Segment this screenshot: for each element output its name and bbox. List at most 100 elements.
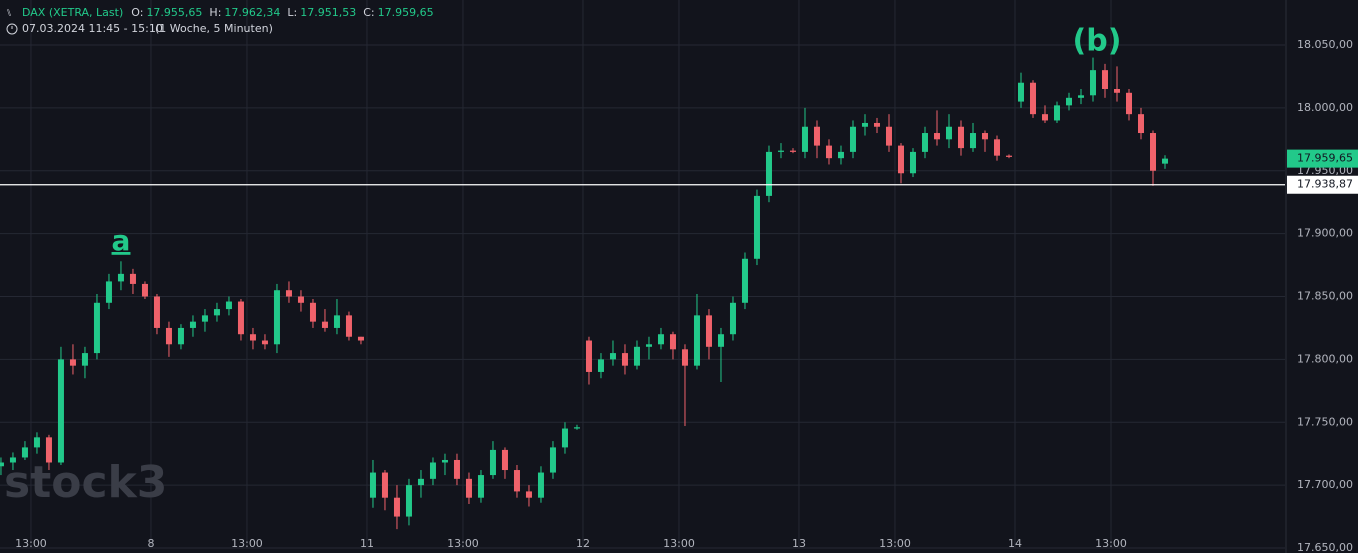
candle-body <box>1029 82 1036 115</box>
candle-body <box>201 315 208 322</box>
x-tick-label: 14 <box>1008 537 1022 550</box>
candle-body <box>141 283 148 297</box>
candle-body <box>1137 114 1144 134</box>
watermark: stock3 <box>4 457 167 508</box>
candle-body <box>525 491 532 498</box>
x-tick-label: 13:00 <box>15 537 47 550</box>
candle-body <box>129 273 136 284</box>
candle-body <box>837 151 844 159</box>
candle-body <box>777 150 784 152</box>
candle-body <box>441 459 448 463</box>
candle-body <box>1101 70 1108 90</box>
candle-body <box>45 437 52 463</box>
candle-body <box>945 126 952 140</box>
candle-body <box>333 315 340 328</box>
candle-body <box>357 336 364 341</box>
candle-body <box>477 475 484 498</box>
candle-body <box>1149 133 1156 171</box>
candle-body <box>381 472 388 498</box>
candle-body <box>705 315 712 347</box>
last-price-tag <box>1287 149 1358 168</box>
candle-body <box>9 457 16 463</box>
y-tick-label: 17.750,00 <box>1297 415 1353 428</box>
price-tag-label: 17.938,87 <box>1297 178 1353 191</box>
candle-body <box>93 302 100 354</box>
candle-body <box>729 302 736 335</box>
candle-body <box>1077 95 1084 98</box>
candle-body <box>801 126 808 152</box>
candle-body <box>921 133 928 152</box>
candle-body <box>249 334 256 341</box>
candle-body <box>693 315 700 366</box>
candle-body <box>1125 92 1132 115</box>
candle-body <box>849 126 856 152</box>
candle-body <box>489 449 496 476</box>
x-tick-label: 13:00 <box>447 537 479 550</box>
candle-body <box>933 133 940 140</box>
x-tick-label: 11 <box>360 537 374 550</box>
annotation: a <box>112 224 131 257</box>
candle-body <box>1005 155 1012 157</box>
candle-body <box>69 359 76 366</box>
candle-body <box>717 334 724 347</box>
candle-body <box>501 449 508 471</box>
candle-body <box>309 302 316 322</box>
candle-body <box>885 126 892 146</box>
candle-body <box>369 472 376 498</box>
candle-body <box>345 315 352 337</box>
ohlc-value: 17.951,53 <box>300 6 356 19</box>
candle-body <box>465 478 472 498</box>
candle-body <box>1161 158 1168 164</box>
y-tick-label: 17.900,00 <box>1297 227 1353 240</box>
candle-body <box>681 349 688 366</box>
ohlc-label: L: <box>287 6 297 19</box>
candle-body <box>765 151 772 196</box>
candle-body <box>261 340 268 345</box>
candle-body <box>273 290 280 345</box>
candle-body <box>1041 114 1048 121</box>
x-tick-label: 8 <box>147 537 154 550</box>
y-tick-label: 18.050,00 <box>1297 38 1353 51</box>
candle-body <box>0 462 4 467</box>
candle-body <box>1053 105 1060 121</box>
interval: (1 Woche, 5 Minuten) <box>155 22 273 35</box>
candle-body <box>117 273 124 282</box>
clock-icon <box>6 23 18 35</box>
candle-body <box>633 346 640 366</box>
candle-body <box>225 301 232 310</box>
ohlc-label: O: <box>131 6 143 19</box>
y-tick-label: 17.650,00 <box>1297 541 1353 553</box>
candle-body <box>165 327 172 345</box>
x-tick-label: 13:00 <box>663 537 695 550</box>
ohlc-value: 17.955,65 <box>146 6 202 19</box>
candle-body <box>897 145 904 174</box>
ohlc-label: H: <box>209 6 221 19</box>
candle-body <box>81 353 88 366</box>
candle-body <box>57 359 64 463</box>
ohlc-label: C: <box>363 6 374 19</box>
candle-body <box>645 344 652 347</box>
candle-body <box>969 133 976 149</box>
candle-body <box>453 459 460 479</box>
candle-body <box>321 321 328 328</box>
candle-body <box>513 470 520 492</box>
y-tick-label: 17.800,00 <box>1297 352 1353 365</box>
candle-body <box>597 359 604 372</box>
annotation: (b) <box>1073 24 1122 59</box>
candle-body <box>585 340 592 372</box>
candle-body <box>1017 82 1024 102</box>
candle-body <box>861 122 868 127</box>
candle-body <box>429 462 436 479</box>
x-tick-label: 13:00 <box>1095 537 1127 550</box>
candle-body <box>669 334 676 350</box>
candle-body <box>405 485 412 517</box>
candle-body <box>417 478 424 486</box>
candle-body <box>573 427 580 429</box>
y-tick-label: 18.000,00 <box>1297 101 1353 114</box>
candle-body <box>285 290 292 297</box>
candle-body <box>549 447 556 473</box>
candle-body <box>153 296 160 328</box>
candle-body <box>909 151 916 174</box>
